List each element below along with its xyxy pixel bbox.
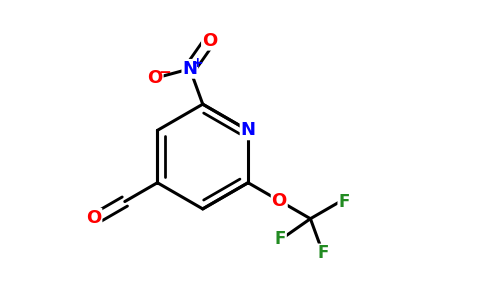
Text: O: O	[272, 192, 287, 210]
Text: O: O	[202, 32, 217, 50]
Text: +: +	[192, 56, 204, 70]
Text: O: O	[148, 69, 163, 87]
Text: N: N	[182, 60, 197, 78]
Text: N: N	[241, 122, 256, 140]
Text: O: O	[86, 209, 102, 227]
Text: F: F	[317, 244, 329, 262]
Text: F: F	[274, 230, 286, 248]
Text: −: −	[158, 65, 171, 80]
Text: F: F	[338, 193, 349, 211]
